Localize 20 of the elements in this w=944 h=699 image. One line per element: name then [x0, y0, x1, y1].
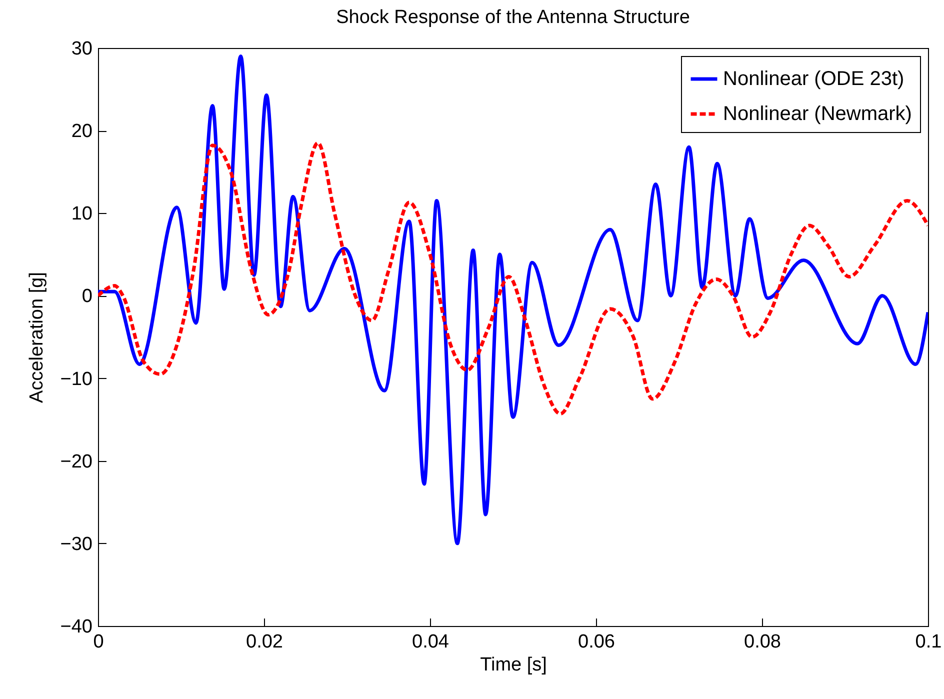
y-tick-label: −30: [60, 534, 92, 555]
y-tick-label: 10: [71, 204, 92, 225]
x-tick-label: 0.06: [578, 632, 615, 652]
y-tick-label: −20: [60, 451, 92, 472]
y-axis-title: Acceleration [g]: [26, 272, 48, 403]
x-tick-label: 0.04: [412, 632, 450, 652]
line-series: [98, 54, 928, 546]
line-series: [98, 141, 928, 416]
x-tick-label: 0.1: [915, 632, 942, 652]
y-tick-label: 0: [82, 286, 92, 308]
y-tick-label: 30: [71, 38, 92, 60]
legend-label: Nonlinear (ODE 23t): [723, 68, 904, 90]
y-tick-label: −10: [60, 368, 92, 390]
y-tick-label: 20: [71, 121, 92, 142]
x-tick-label: 0.02: [246, 632, 283, 652]
x-tick-label: 0.08: [744, 632, 781, 652]
x-axis-title: Time [s]: [480, 654, 547, 676]
legend-label: Nonlinear (Newmark): [723, 103, 912, 125]
y-tick-label: −40: [60, 616, 92, 638]
chart-title: Shock Response of the Antenna Structure: [336, 7, 690, 28]
